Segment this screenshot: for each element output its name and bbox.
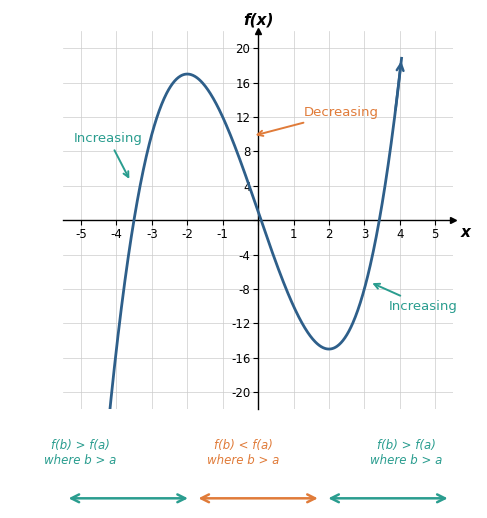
Text: f(b) > f(a)
where b > a: f(b) > f(a) where b > a [44, 439, 116, 467]
Text: Increasing: Increasing [74, 132, 143, 177]
Text: f(b) < f(a)
where b > a: f(b) < f(a) where b > a [207, 439, 280, 467]
Text: Decreasing: Decreasing [258, 106, 379, 136]
Text: x: x [461, 225, 470, 240]
Text: Increasing: Increasing [374, 284, 458, 312]
Text: f(b) > f(a)
where b > a: f(b) > f(a) where b > a [371, 439, 443, 467]
Text: f(x): f(x) [243, 12, 273, 27]
